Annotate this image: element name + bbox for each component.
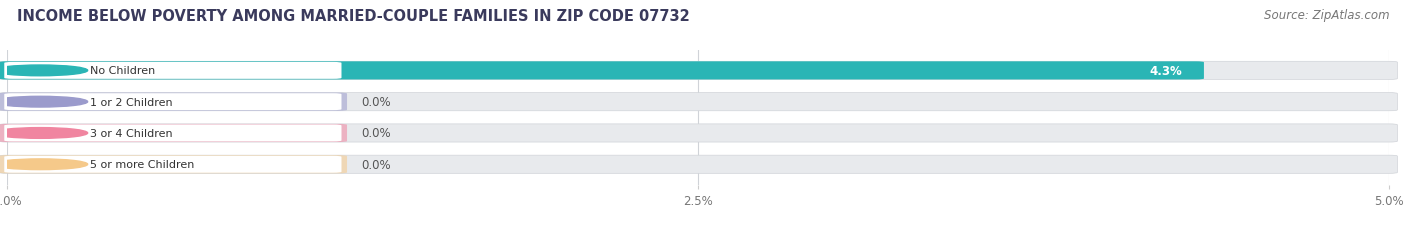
Circle shape [0, 66, 87, 76]
Text: 0.0%: 0.0% [361, 127, 391, 140]
FancyBboxPatch shape [0, 62, 1204, 80]
Text: INCOME BELOW POVERTY AMONG MARRIED-COUPLE FAMILIES IN ZIP CODE 07732: INCOME BELOW POVERTY AMONG MARRIED-COUPL… [17, 9, 689, 24]
FancyBboxPatch shape [4, 125, 342, 142]
FancyBboxPatch shape [0, 124, 1398, 143]
Circle shape [0, 159, 87, 170]
FancyBboxPatch shape [4, 156, 342, 173]
Circle shape [0, 128, 87, 139]
FancyBboxPatch shape [0, 93, 1398, 111]
Circle shape [0, 97, 87, 108]
Text: 0.0%: 0.0% [361, 158, 391, 171]
Text: Source: ZipAtlas.com: Source: ZipAtlas.com [1264, 9, 1389, 22]
FancyBboxPatch shape [0, 155, 1398, 173]
Text: 5 or more Children: 5 or more Children [90, 160, 194, 170]
FancyBboxPatch shape [4, 94, 342, 111]
FancyBboxPatch shape [4, 63, 342, 79]
Text: 3 or 4 Children: 3 or 4 Children [90, 128, 173, 138]
FancyBboxPatch shape [0, 124, 347, 143]
FancyBboxPatch shape [0, 155, 347, 173]
FancyBboxPatch shape [0, 93, 347, 111]
Text: 1 or 2 Children: 1 or 2 Children [90, 97, 173, 107]
Text: 4.3%: 4.3% [1149, 65, 1182, 78]
FancyBboxPatch shape [0, 62, 1398, 80]
Text: 0.0%: 0.0% [361, 96, 391, 109]
Text: No Children: No Children [90, 66, 155, 76]
